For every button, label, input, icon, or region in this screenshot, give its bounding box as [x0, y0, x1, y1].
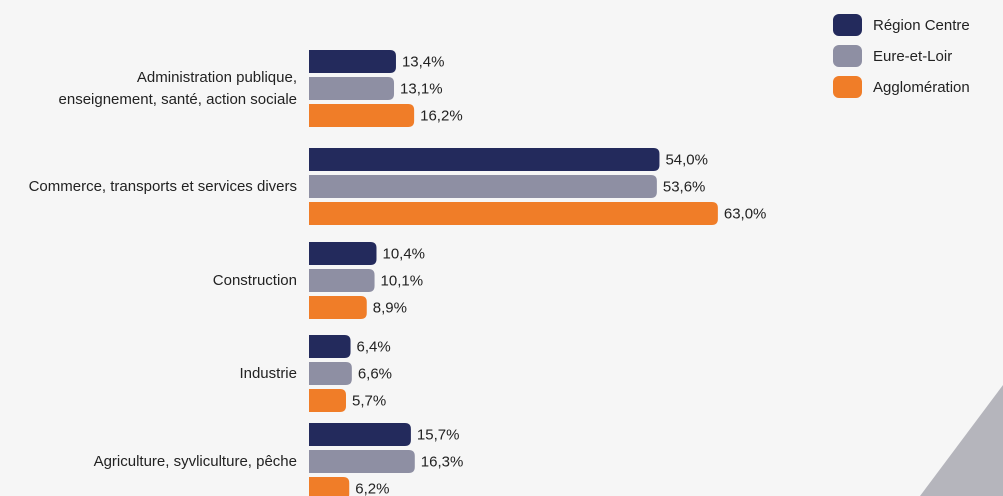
category-label: Construction — [2, 270, 297, 292]
bar — [309, 50, 396, 73]
value-label: 6,4% — [357, 338, 391, 355]
value-label: 63,0% — [724, 205, 767, 222]
legend-label: Région Centre — [873, 17, 970, 34]
value-label: 16,3% — [421, 453, 464, 470]
value-label: 6,6% — [358, 365, 392, 382]
bar — [309, 423, 411, 446]
value-label: 13,1% — [400, 80, 443, 97]
value-label: 15,7% — [417, 426, 460, 443]
bar — [309, 389, 346, 412]
legend-swatch — [833, 14, 862, 36]
value-label: 54,0% — [665, 151, 708, 168]
bar — [309, 269, 375, 292]
bar — [309, 242, 376, 265]
chart: 13,4% 13,1% 16,2% 54,0% 53,6% 63,0% 10,4% 10,1%… — [0, 0, 1003, 496]
bar — [309, 335, 351, 358]
legend-label: Eure-et-Loir — [873, 48, 952, 65]
legend-swatch — [833, 45, 862, 67]
legend-swatch — [833, 76, 862, 98]
value-label: 16,2% — [420, 107, 463, 124]
decoration — [920, 385, 1003, 496]
legend-label: Agglomération — [873, 79, 970, 96]
category-label: Industrie — [2, 363, 297, 385]
bar — [309, 362, 352, 385]
value-label: 53,6% — [663, 178, 706, 195]
bar — [309, 104, 414, 127]
value-label: 6,2% — [355, 480, 389, 496]
category-label: Agriculture, syvliculture, pêche — [2, 451, 297, 473]
value-label: 10,4% — [382, 245, 425, 262]
value-label: 5,7% — [352, 392, 386, 409]
value-label: 8,9% — [373, 299, 407, 316]
bar — [309, 202, 718, 225]
value-label: 13,4% — [402, 53, 445, 70]
bar — [309, 148, 659, 171]
bar — [309, 175, 657, 198]
value-label: 10,1% — [381, 272, 424, 289]
bar — [309, 450, 415, 473]
category-label: Commerce, transports et services divers — [2, 176, 297, 198]
bar — [309, 77, 394, 100]
bar — [309, 296, 367, 319]
bar — [309, 477, 349, 496]
category-label: Administration publique, enseignement, s… — [52, 67, 297, 111]
